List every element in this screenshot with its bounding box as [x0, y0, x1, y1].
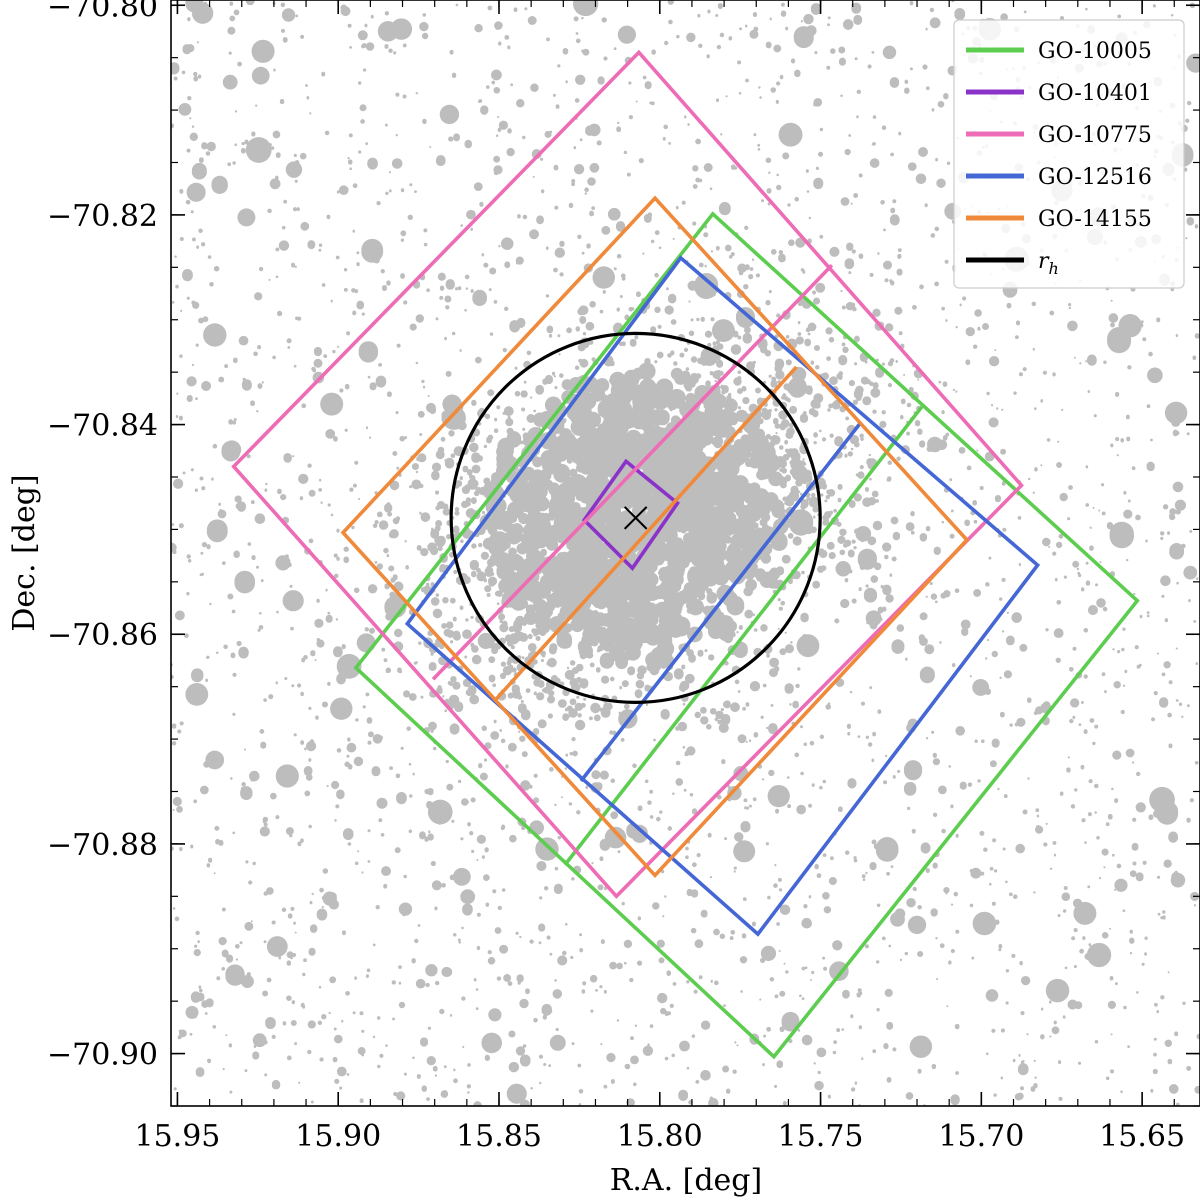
plot-frame — [170, 0, 1200, 1107]
legend-item: GO-10005 — [966, 39, 1152, 64]
footprint-go-10401 — [581, 458, 680, 571]
x-tick-label: 15.80 — [617, 1119, 703, 1154]
footprint-outline — [340, 195, 970, 879]
x-axis-label: R.A. [deg] — [610, 1163, 762, 1198]
axis-ticks — [171, 0, 1200, 1107]
legend-label: GO-14155 — [1038, 207, 1152, 232]
y-tick-label: −70.90 — [47, 1038, 158, 1073]
footprints — [231, 49, 1140, 1060]
footprint-chip-gap — [563, 405, 924, 867]
legend-item: GO-10401 — [966, 81, 1152, 106]
half-light-circle-layer — [449, 331, 822, 704]
footprint-go-10775 — [231, 49, 1024, 899]
x-tick-label: 15.85 — [456, 1119, 542, 1154]
y-axis-label: Dec. [deg] — [7, 474, 42, 631]
footprint-outline — [581, 458, 680, 571]
x-tick-label: 15.75 — [778, 1119, 864, 1154]
footprint-outline — [404, 255, 1041, 937]
footprint-go-12516 — [404, 255, 1041, 937]
star-field — [171, 0, 1200, 1106]
y-tick-label: −70.88 — [47, 828, 158, 863]
x-tick-label: 15.65 — [1099, 1119, 1185, 1154]
footprint-chip-gap — [492, 365, 798, 703]
legend-label: GO-10401 — [1038, 81, 1152, 106]
footprint-go-14155 — [340, 195, 970, 879]
x-tick-label: 15.90 — [295, 1119, 381, 1154]
footprint-chip-gap — [579, 421, 863, 783]
legend-item: GO-12516 — [966, 165, 1152, 190]
footprint-chip-gap — [431, 263, 834, 681]
x-tick-label: 15.95 — [134, 1119, 220, 1154]
legend-item: GO-14155 — [966, 207, 1152, 232]
legend-item: GO-10775 — [966, 123, 1152, 148]
legend-label: GO-10775 — [1038, 123, 1152, 148]
y-tick-label: −70.84 — [47, 409, 158, 444]
y-tick-label: −70.82 — [47, 199, 158, 234]
legend-label: GO-12516 — [1038, 165, 1152, 190]
x-tick-label: 15.70 — [938, 1119, 1024, 1154]
x-tick-labels: 15.95 15.90 15.85 15.80 15.75 15.70 15.65 — [134, 1119, 1185, 1154]
footprint-go-10005 — [353, 211, 1140, 1060]
footprint-outline — [353, 211, 1140, 1060]
footprint-outline — [231, 49, 1024, 899]
half-light-radius-circle — [449, 331, 822, 704]
star-points — [171, 0, 1200, 1106]
y-tick-label: −70.86 — [47, 618, 158, 653]
y-tick-label: −70.80 — [47, 0, 158, 24]
y-tick-labels: −70.80 −70.82 −70.84 −70.86 −70.88 −70.90 — [47, 0, 158, 1073]
legend-label-subscript: h — [1049, 259, 1059, 278]
cluster-center-marker — [623, 506, 648, 530]
legend: GO-10005 GO-10401 GO-10775 GO-12516 GO-14155… — [953, 19, 1185, 289]
legend-label: GO-10005 — [1038, 39, 1152, 64]
legend-box — [953, 19, 1185, 289]
